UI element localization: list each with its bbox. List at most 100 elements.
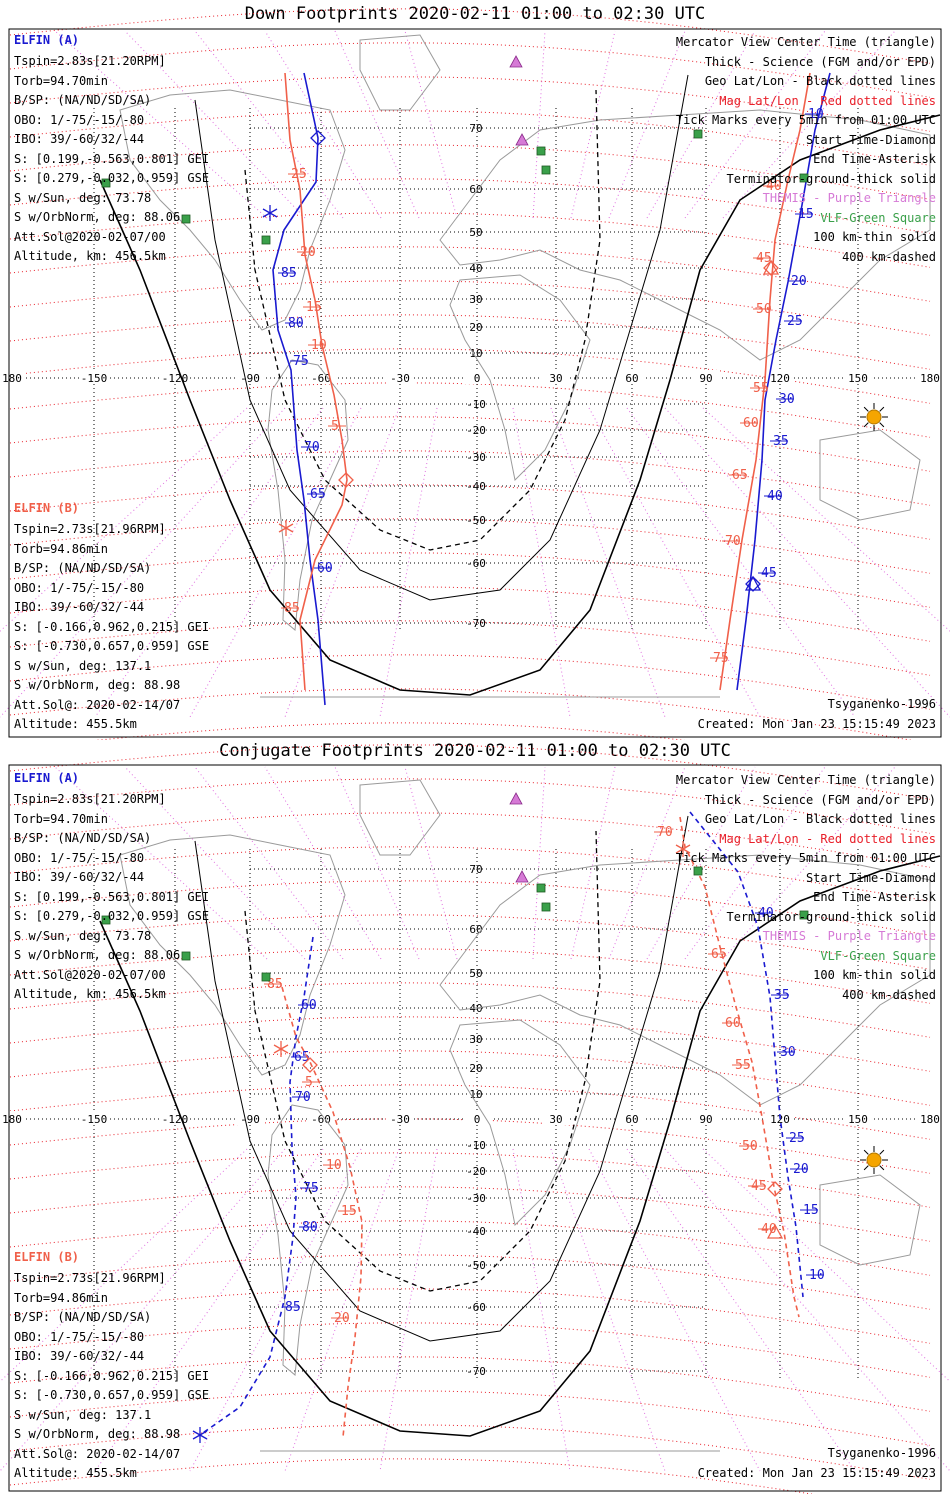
lat-tick-label: 50 <box>469 967 482 980</box>
coastline <box>439 109 931 361</box>
terminator-curves <box>99 74 941 696</box>
mag-lon-line <box>194 766 344 960</box>
mag-lon-line <box>626 407 856 718</box>
track-tick-label: 80 <box>288 316 304 331</box>
lon-label-bg <box>542 370 570 384</box>
mag-lon-line <box>189 407 362 718</box>
created-timestamp: Created: Mon Jan 23 15:15:49 2023 <box>697 1466 936 1480</box>
legend-item: Geo Lat/Lon - Black dotted lines <box>704 812 936 826</box>
track-tick-label: 70 <box>295 1090 311 1105</box>
vlf-square-icon <box>536 883 546 893</box>
legend-item: Mercator View Center Time (triangle) <box>675 773 936 787</box>
track-tick-label: 45 <box>751 1179 767 1194</box>
mag-lon-line <box>94 407 324 718</box>
lon-tick-label: 0 <box>474 1113 481 1126</box>
lon-label-bg <box>0 370 26 384</box>
lon-tick-label: -150 <box>81 1113 108 1126</box>
lon-label-bg <box>80 370 108 384</box>
track-tick-label: 20 <box>793 1162 809 1177</box>
mag-lon-line <box>124 30 306 219</box>
track-tick-label: 25 <box>789 1131 805 1146</box>
vlf-square-icon <box>541 165 551 175</box>
themis-triangle-icon <box>515 133 529 146</box>
start-diamond <box>763 260 779 276</box>
panel-title: Down Footprints 2020-02-11 01:00 to 02:3… <box>244 4 706 24</box>
legend-item: End Time-Asterisk <box>813 152 936 166</box>
legend-item: Start Time-Diamond <box>805 132 936 147</box>
vlf-square-icon <box>181 214 191 224</box>
lat-tick-label: -50 <box>466 1259 486 1272</box>
vlf-square-icon <box>181 951 191 961</box>
lat-tick-label: 20 <box>469 321 482 334</box>
mag-lon-line <box>379 407 438 718</box>
mag-lon-line <box>664 1148 950 1472</box>
lon-tick-label: -120 <box>162 1113 189 1126</box>
elfin-a-track <box>199 936 314 1436</box>
lon-tick-label: 180 <box>920 372 940 385</box>
lon-tick-label: 60 <box>625 372 638 385</box>
lon-label-bg <box>307 1111 335 1125</box>
lat-tick-label: -40 <box>466 480 486 493</box>
lon-label-bg <box>692 370 720 384</box>
coastline <box>449 1019 591 1227</box>
legend-item: 100 km-thin solid <box>813 230 936 244</box>
sun-ray <box>863 1165 869 1171</box>
mag-lon-line <box>264 766 382 960</box>
elfin-a-track <box>272 72 326 706</box>
vlf-square-icon <box>261 972 271 982</box>
track-tick-label: 60 <box>743 416 759 431</box>
sun-ray <box>863 1149 869 1155</box>
coastline <box>267 1104 349 1376</box>
track-tick-label: 40 <box>767 489 783 504</box>
lat-tick-label: -60 <box>466 1301 486 1314</box>
lat-tick-label: 30 <box>469 293 482 306</box>
lon-tick-label: 30 <box>549 1113 562 1126</box>
track-tick-label: 10 <box>326 1158 342 1173</box>
vlf-square-icon <box>799 173 809 183</box>
track-tick-label: 15 <box>803 1203 819 1218</box>
legend-item: Terminator-ground-thick solid <box>726 171 936 186</box>
elfin-b-label: ELFIN (B) <box>14 1250 80 1264</box>
lat-tick-label: -40 <box>466 1225 486 1238</box>
track-tick-label: 75 <box>303 1181 319 1196</box>
track-tick-label: 35 <box>774 988 790 1003</box>
lon-label-bg <box>844 370 872 384</box>
track-tick-label: 85 <box>267 977 283 992</box>
mag-lon-line <box>664 407 950 718</box>
lat-tick-label: 60 <box>469 923 482 936</box>
legend-item: THEMIS - Purple Triangle <box>762 191 936 205</box>
elfin-tracks: 60 65 70 75 80 85 85 5 10 15 20 40 35 30 25 20 15 10 70 65 6… <box>192 811 825 1443</box>
mag-lon-line <box>404 766 458 960</box>
elfin-a-track <box>689 811 804 1298</box>
legend-item: Mag Lat/Lon - Red dotted lines <box>719 93 936 108</box>
track-tick-label: 75 <box>293 354 309 369</box>
track-tick-label: 40 <box>766 179 782 194</box>
coastline <box>819 1174 921 1266</box>
lat-tick-label: 70 <box>469 863 482 876</box>
mag-lon-line <box>0 407 248 632</box>
themis-triangle-icon <box>509 55 523 68</box>
lon-label-bg <box>916 370 944 384</box>
created-timestamp: Created: Mon Jan 23 15:15:49 2023 <box>697 717 936 731</box>
station-markers <box>101 792 888 1174</box>
elfin-b-track <box>679 816 800 1318</box>
track-tick-label: 65 <box>711 947 727 962</box>
track-tick-label: 45 <box>761 566 777 581</box>
conjugate-footprints-panel: Conjugate Footprints 2020-02-11 01:00 to… <box>0 737 950 1494</box>
elfin-a-label: ELFIN (A) <box>14 771 80 785</box>
view-center-triangle <box>762 259 780 275</box>
legend-item: Terminator-ground-thick solid <box>726 909 936 924</box>
coastline <box>439 854 931 1106</box>
lat-tick-label: -10 <box>466 1139 486 1152</box>
lat-tick-label: -20 <box>466 424 486 437</box>
track-tick-label: 70 <box>657 825 673 840</box>
sun-ray <box>863 406 869 412</box>
start-diamond <box>302 1057 318 1073</box>
track-tick-label: 15 <box>341 1204 357 1219</box>
mag-lon-line <box>379 1148 438 1472</box>
coastlines <box>119 779 931 1452</box>
track-tick-label: 15 <box>798 207 814 222</box>
lat-tick-label: -60 <box>466 557 486 570</box>
sun-icon <box>866 409 882 425</box>
lon-tick-label: 150 <box>848 372 868 385</box>
